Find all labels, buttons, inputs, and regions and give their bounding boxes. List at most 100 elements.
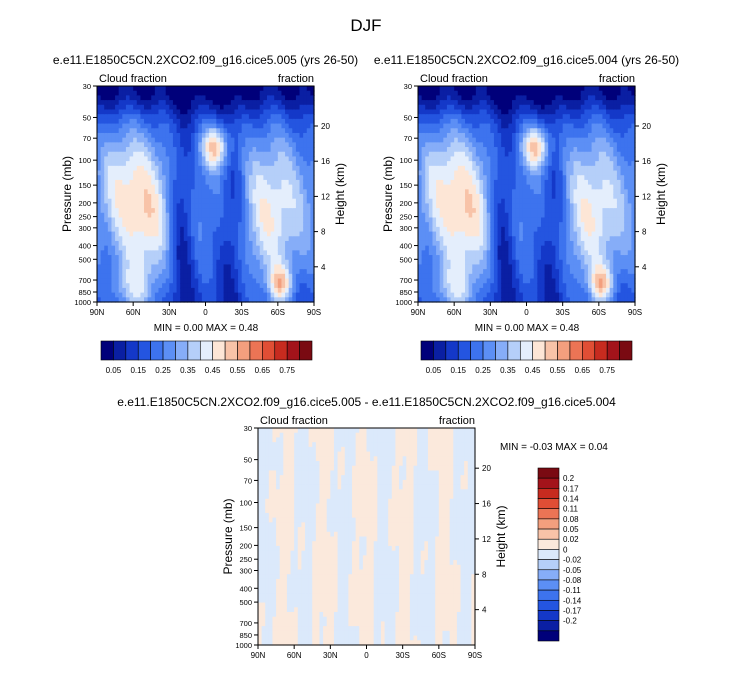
field-cell — [144, 241, 148, 246]
field-cell — [209, 161, 213, 166]
field-cell — [422, 288, 426, 293]
field-cell — [296, 109, 300, 114]
field-cell — [574, 217, 578, 222]
field-cell — [461, 180, 465, 185]
field-cell — [278, 283, 282, 288]
field-cell — [216, 147, 220, 152]
field-cell — [227, 100, 231, 105]
field-cell — [541, 189, 545, 194]
field-cell — [202, 236, 206, 241]
field-cell — [516, 175, 520, 180]
field-cell — [422, 236, 426, 241]
field-cell — [570, 189, 574, 194]
field-cell — [242, 283, 246, 288]
field-cell — [296, 128, 300, 133]
field-cell — [512, 217, 516, 222]
field-cell — [209, 86, 213, 91]
field-cell — [144, 246, 148, 251]
field-cell — [137, 114, 141, 119]
field-cell — [498, 105, 502, 110]
field-cell — [130, 274, 134, 279]
field-cell — [555, 185, 559, 190]
field-cell — [296, 147, 300, 152]
field-cell — [173, 175, 177, 180]
field-cell — [498, 142, 502, 147]
field-cell — [307, 213, 311, 218]
field-cell — [512, 194, 516, 199]
field-cell — [545, 86, 549, 91]
field-cell — [267, 109, 271, 114]
field-cell — [158, 185, 162, 190]
field-cell — [242, 152, 246, 157]
field-cell — [512, 138, 516, 143]
field-cell — [461, 95, 465, 100]
field-cell — [418, 208, 422, 213]
field-cell — [530, 185, 534, 190]
field-cell — [454, 105, 458, 110]
field-cell — [418, 293, 422, 298]
field-cell — [238, 260, 242, 265]
field-cell — [584, 185, 588, 190]
field-cell — [281, 194, 285, 199]
field-cell — [158, 86, 162, 91]
field-cell — [436, 236, 440, 241]
field-cell — [242, 222, 246, 227]
field-cell — [158, 161, 162, 166]
field-cell — [166, 213, 170, 218]
field-cell — [126, 161, 130, 166]
field-cell — [144, 124, 148, 129]
field-cell — [195, 279, 199, 284]
field-cell — [574, 264, 578, 269]
field-cell — [537, 161, 541, 166]
field-cell — [443, 128, 447, 133]
field-cell — [429, 109, 433, 114]
field-cell — [137, 119, 141, 124]
field-cell — [534, 236, 538, 241]
field-cell — [303, 217, 307, 222]
field-cell — [289, 288, 293, 293]
field-cell — [588, 100, 592, 105]
field-cell — [191, 147, 195, 152]
field-cell — [292, 255, 296, 260]
field-cell — [137, 283, 141, 288]
field-cell — [537, 283, 541, 288]
field-cell — [224, 250, 228, 255]
field-cell — [274, 279, 278, 284]
field-cell — [144, 109, 148, 114]
field-cell — [126, 138, 130, 143]
field-cell — [191, 180, 195, 185]
field-cell — [527, 166, 531, 171]
field-cell — [206, 264, 210, 269]
field-cell — [501, 293, 505, 298]
field-cell — [469, 156, 473, 161]
field-cell — [289, 260, 293, 265]
field-cell — [213, 232, 217, 237]
field-cell — [454, 279, 458, 284]
field-cell — [490, 264, 494, 269]
field-cell — [173, 114, 177, 119]
field-cell — [541, 105, 545, 110]
field-cell — [220, 156, 224, 161]
field-cell — [278, 114, 282, 119]
field-cell — [440, 269, 444, 274]
field-cell — [527, 185, 531, 190]
field-cell — [216, 246, 220, 251]
field-cell — [440, 250, 444, 255]
field-cell — [169, 124, 173, 129]
field-cell — [545, 189, 549, 194]
field-cell — [191, 260, 195, 265]
field-cell — [173, 232, 177, 237]
field-cell — [97, 180, 101, 185]
field-cell — [581, 189, 585, 194]
field-cell — [162, 222, 166, 227]
field-cell — [177, 227, 181, 232]
field-cell — [260, 142, 264, 147]
field-cell — [494, 180, 498, 185]
field-cell — [122, 171, 126, 176]
field-cell — [447, 260, 451, 265]
field-cell — [476, 180, 480, 185]
field-cell — [563, 279, 567, 284]
field-cell — [574, 189, 578, 194]
field-cell — [278, 124, 282, 129]
field-cell — [119, 171, 123, 176]
